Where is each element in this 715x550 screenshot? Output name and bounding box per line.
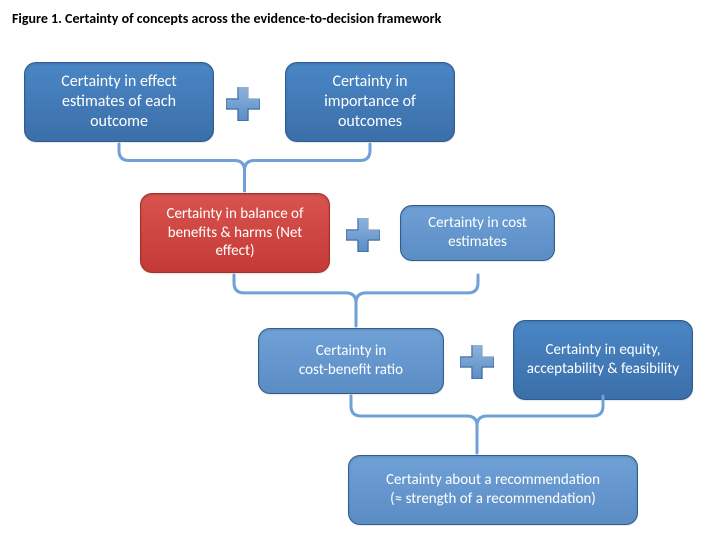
node-label: Certainty in cost estimates: [411, 214, 544, 252]
node-label: Certainty in importance of outcomes: [296, 72, 444, 132]
node-recommendation: Certainty about a recommendation (≈ stre…: [348, 455, 638, 525]
figure-title: Figure 1. Certainty of concepts across t…: [12, 10, 441, 27]
node-net-effect: Certainty in balance of benefits & harms…: [140, 193, 330, 273]
plus-icon: [460, 345, 494, 379]
node-label: Certainty in effect estimates of each ou…: [35, 72, 203, 132]
node-label: Certainty in equity, acceptability & fea…: [524, 341, 682, 379]
connector-bracket: [119, 144, 370, 191]
node-cost-benefit-ratio: Certainty in cost-benefit ratio: [258, 328, 444, 394]
connector-bracket: [234, 275, 478, 326]
plus-icon: [346, 218, 380, 252]
node-label: Certainty in cost-benefit ratio: [299, 342, 403, 380]
node-label: Certainty in balance of benefits & harms…: [151, 205, 319, 261]
connector-bracket: [351, 396, 603, 453]
node-effect-estimates: Certainty in effect estimates of each ou…: [24, 62, 214, 142]
plus-icon: [226, 87, 260, 121]
node-label: Certainty about a recommendation (≈ stre…: [386, 471, 600, 509]
node-importance-outcomes: Certainty in importance of outcomes: [285, 62, 455, 142]
node-cost-estimates: Certainty in cost estimates: [400, 205, 555, 261]
node-equity-acceptability: Certainty in equity, acceptability & fea…: [513, 320, 693, 400]
